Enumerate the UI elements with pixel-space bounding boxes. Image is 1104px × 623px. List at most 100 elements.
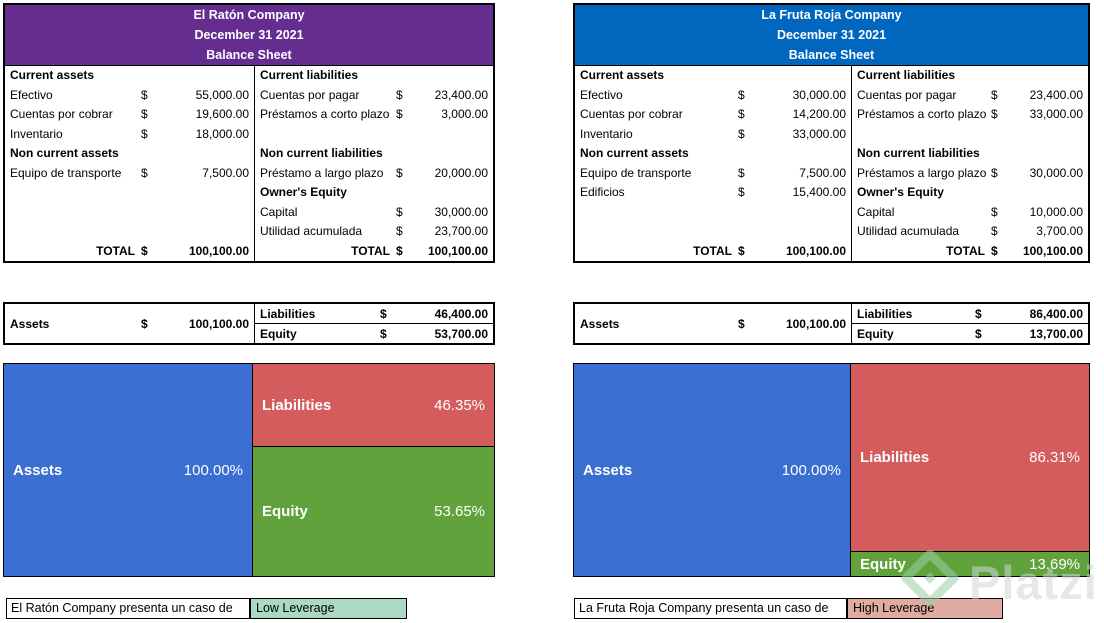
summary-equity-label: Equity — [260, 326, 297, 341]
currency-symbol: $ — [991, 107, 998, 121]
amount-value: 19,600.00 — [195, 107, 249, 121]
amount-value: 33,000.00 — [792, 126, 846, 141]
amount-value: 7,500.00 — [799, 165, 846, 180]
account-label: Cuentas por cobrar — [10, 107, 113, 121]
table-row: Utilidad acumulada $23,700.00 — [5, 222, 493, 242]
table-row: Efectivo $55,000.00 Cuentas por pagar $23,… — [5, 85, 493, 105]
currency-symbol: $ — [738, 185, 745, 199]
section-label: Non current assets — [10, 146, 119, 160]
table-row: Owner's Equity — [5, 183, 493, 203]
balance-sheet-body: Current assets Current liabilities Efect… — [5, 66, 493, 261]
summary-equity-label: Equity — [857, 326, 894, 341]
amount-value: 100,100.00 — [188, 316, 249, 331]
currency-symbol: $ — [738, 87, 745, 102]
summary-assets-label: Assets — [580, 316, 620, 331]
amount-value: 100,100.00 — [427, 243, 488, 258]
chart-assets-block: Assets 100.00% — [574, 364, 850, 576]
balance-sheet-body: Current assets Current liabilities Efect… — [575, 66, 1088, 261]
chart-liabilities-block: Liabilities 46.35% — [253, 364, 494, 447]
summary-liabilities: Liabilities $ 46,400.00 — [255, 304, 493, 324]
account-label: Utilidad acumulada — [857, 224, 960, 238]
currency-symbol: $ — [141, 243, 148, 258]
amount-value: 20,000.00 — [434, 165, 488, 180]
currency-symbol: $ — [141, 87, 148, 102]
amount-value: 30,000.00 — [1029, 165, 1083, 180]
chart-liabilities-percent: 46.35% — [434, 396, 485, 414]
table-row: Inventario $18,000.00 — [5, 124, 493, 144]
summary-assets: Assets $ 100,100.00 — [575, 304, 852, 343]
table-row: Utilidad acumulada $3,700.00 — [575, 222, 1088, 242]
amount-value: 53,700.00 — [434, 326, 488, 341]
account-label: Capital — [260, 204, 298, 219]
amount-value: 100,100.00 — [188, 243, 249, 258]
chart-equity-label: Equity — [860, 555, 906, 573]
account-label: Capital — [857, 204, 895, 219]
table-row: Inventario $33,000.00 — [575, 124, 1088, 144]
table-row: Non current assets Non current liabiliti… — [575, 144, 1088, 164]
amount-value: 15,400.00 — [792, 185, 846, 199]
currency-symbol: $ — [738, 316, 745, 331]
currency-symbol: $ — [380, 326, 387, 341]
account-label: Efectivo — [580, 87, 623, 102]
company-title: La Fruta Roja Company — [761, 8, 902, 22]
account-label: Inventario — [10, 126, 63, 141]
section-label: Current liabilities — [260, 68, 359, 82]
amount-value: 30,000.00 — [792, 87, 846, 102]
account-label: Inventario — [580, 126, 633, 141]
amount-value: 33,000.00 — [1029, 107, 1083, 121]
chart-liabilities-percent: 86.31% — [1029, 449, 1080, 467]
currency-symbol: $ — [141, 107, 148, 121]
amount-value: 23,400.00 — [1029, 87, 1083, 102]
statement-subtitle: Balance Sheet — [206, 48, 292, 62]
currency-symbol: $ — [991, 224, 998, 238]
table-row-total: TOTAL $100,100.00 TOTAL $100,100.00 — [5, 241, 493, 261]
section-label: Current assets — [10, 68, 95, 82]
account-label: Préstamos a largo plazo — [857, 165, 987, 180]
currency-symbol: $ — [396, 107, 403, 121]
summary-equity: Equity $ 13,700.00 — [852, 324, 1088, 343]
company-title: El Ratón Company — [193, 8, 305, 22]
amount-value: 3,000.00 — [441, 107, 488, 121]
table-row: Capital $30,000.00 — [5, 202, 493, 222]
amount-value: 100,100.00 — [785, 316, 846, 331]
account-label: Cuentas por pagar — [260, 87, 360, 102]
summary-equity: Equity $ 53,700.00 — [255, 324, 493, 343]
account-label: Equipo de transporte — [580, 165, 692, 180]
currency-symbol: $ — [396, 204, 403, 219]
balance-sheet-header: La Fruta Roja Company December 31 2021 B… — [575, 5, 1088, 66]
table-row: Current assets Current liabilities — [575, 66, 1088, 86]
section-label: Non current liabilities — [857, 146, 980, 160]
amount-value: 100,100.00 — [785, 243, 846, 258]
account-label: Utilidad acumulada — [260, 224, 363, 238]
chart-liabilities-block: Liabilities 86.31% — [851, 364, 1089, 552]
summary-liabilities-label: Liabilities — [260, 306, 316, 321]
chart-assets-percent: 100.00% — [183, 461, 243, 479]
amount-value: 13,700.00 — [1029, 326, 1083, 341]
amount-value: 18,000.00 — [195, 126, 249, 141]
statement-date: December 31 2021 — [194, 28, 304, 42]
table-row-total: TOTAL $100,100.00 TOTAL $100,100.00 — [575, 241, 1088, 261]
amount-value: 100,100.00 — [1022, 243, 1083, 258]
section-label: Owner's Equity — [857, 185, 944, 199]
summary-assets: Assets $ 100,100.00 — [5, 304, 255, 343]
amount-value: 14,200.00 — [792, 107, 846, 121]
table-row: Equipo de transporte $7,500.00 Préstamo a… — [5, 163, 493, 183]
leverage-verdict: Low Leverage — [250, 598, 407, 619]
statement-subtitle: Balance Sheet — [788, 48, 875, 62]
total-label: TOTAL — [946, 243, 985, 258]
table-row: Edificios $15,400.00 Owner's Equity — [575, 183, 1088, 203]
amount-value: 55,000.00 — [195, 87, 249, 102]
table-row: Current assets Current liabilities — [5, 66, 493, 86]
account-label: Préstamos a corto plazo — [857, 107, 987, 121]
total-label: TOTAL — [96, 243, 135, 258]
chart-equity-block: Equity 13.69% — [851, 551, 1089, 576]
section-label: Current liabilities — [857, 68, 956, 82]
chart-liabilities-label: Liabilities — [262, 396, 332, 414]
account-label: Préstamo a largo plazo — [260, 165, 384, 180]
account-label: Edificios — [580, 185, 625, 199]
chart-equity-block: Equity 53.65% — [253, 446, 494, 576]
currency-symbol: $ — [991, 204, 998, 219]
currency-symbol: $ — [975, 326, 982, 341]
section-label: Owner's Equity — [260, 185, 347, 199]
amount-value: 86,400.00 — [1029, 306, 1083, 321]
